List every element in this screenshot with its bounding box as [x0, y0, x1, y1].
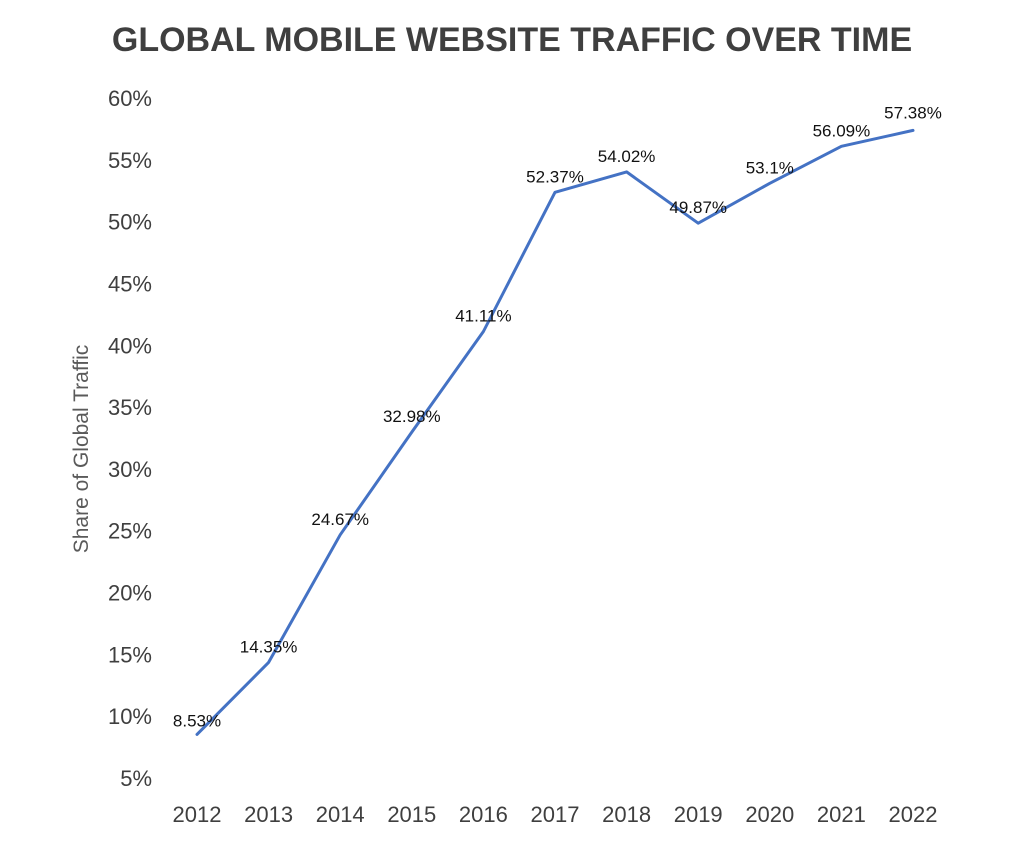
data-label: 56.09%: [813, 121, 871, 140]
series-line: [195, 128, 915, 736]
x-tick-label: 2020: [745, 802, 794, 827]
y-tick-label: 30%: [108, 457, 152, 482]
y-tick-label: 60%: [108, 86, 152, 111]
data-label: 14.35%: [240, 637, 298, 656]
data-label: 53.1%: [746, 158, 794, 177]
data-label: 49.87%: [669, 198, 727, 217]
y-tick-label: 5%: [120, 766, 152, 791]
x-tick-label: 2015: [387, 802, 436, 827]
y-tick-label: 35%: [108, 395, 152, 420]
y-axis-title: Share of Global Traffic: [70, 345, 93, 554]
data-label-group: 8.53% 14.35% 24.67% 32.98% 41.11% 52.37% 54.02…: [173, 103, 942, 730]
x-tick-label: 2017: [531, 802, 580, 827]
series-line-group: [195, 128, 915, 736]
x-tick-label: 2012: [173, 802, 222, 827]
chart-title: GLOBAL MOBILE WEBSITE TRAFFIC OVER TIME: [112, 21, 912, 59]
y-tick-label: 40%: [108, 333, 152, 358]
data-label: 52.37%: [526, 167, 584, 186]
data-label: 57.38%: [884, 103, 942, 122]
y-tick-label: 50%: [108, 210, 152, 235]
y-axis-ticks: 5% 10% 15% 20% 25% 30% 35% 40% 45% 50% 55% 60%: [108, 86, 152, 791]
y-tick-label: 20%: [108, 581, 152, 606]
data-label: 54.02%: [598, 147, 656, 166]
y-tick-label: 45%: [108, 271, 152, 296]
x-tick-label: 2018: [602, 802, 651, 827]
data-label: 8.53%: [173, 711, 221, 730]
y-tick-label: 15%: [108, 642, 152, 667]
x-tick-label: 2016: [459, 802, 508, 827]
y-tick-label: 10%: [108, 704, 152, 729]
x-tick-label: 2021: [817, 802, 866, 827]
x-axis-ticks: 2012 2013 2014 2015 2016 2017 2018 2019 2020 2021…: [173, 802, 938, 827]
x-tick-label: 2014: [316, 802, 365, 827]
y-tick-label: 55%: [108, 148, 152, 173]
x-tick-label: 2013: [244, 802, 293, 827]
data-label: 41.11%: [455, 307, 511, 326]
x-tick-label: 2022: [889, 802, 938, 827]
y-tick-label: 25%: [108, 519, 152, 544]
x-tick-label: 2019: [674, 802, 723, 827]
data-label: 32.98%: [383, 407, 441, 426]
data-label: 24.67%: [311, 510, 369, 529]
